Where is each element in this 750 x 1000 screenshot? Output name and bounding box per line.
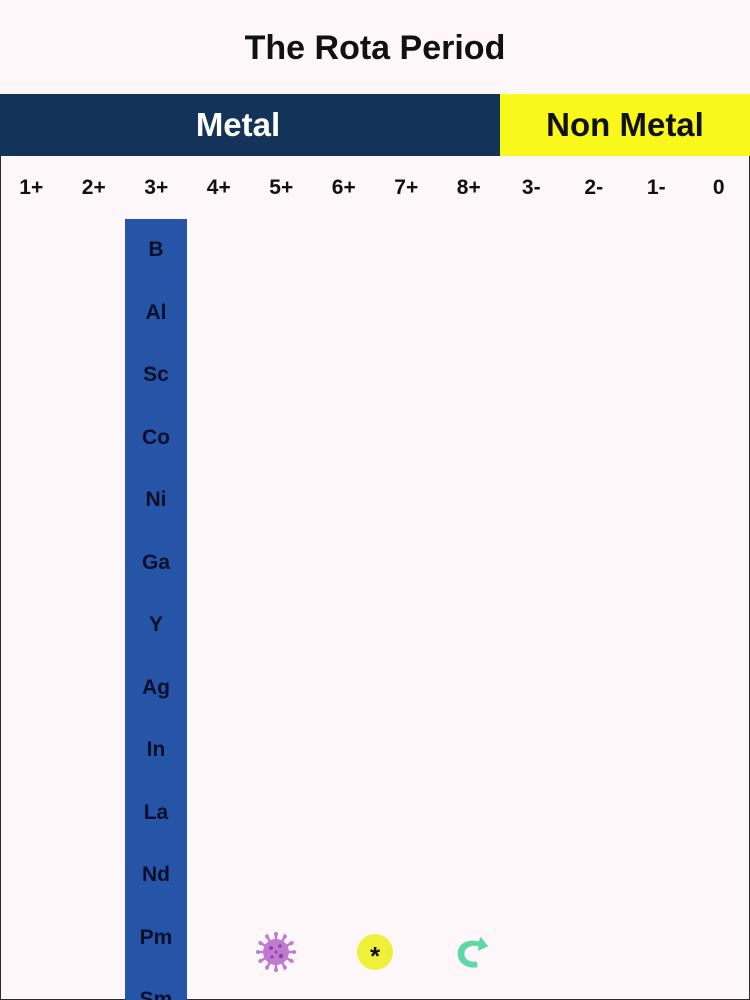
charge-label: 3+ — [144, 176, 169, 199]
category-metal-label: Metal — [195, 106, 281, 143]
virus-icon — [256, 932, 296, 972]
charge-label: 5+ — [269, 176, 294, 199]
category-nonmetal-label: Non Metal — [546, 106, 704, 143]
element-cell[interactable]: Ni — [145, 488, 167, 512]
element-cell[interactable]: B — [148, 238, 164, 262]
category-nonmetal: Non Metal — [500, 94, 750, 156]
charge-label: 4+ — [206, 176, 231, 199]
virus-tool[interactable] — [256, 932, 296, 972]
arrow-icon — [457, 936, 489, 968]
element-cell[interactable]: Y — [148, 613, 163, 637]
element-cell[interactable]: In — [146, 738, 166, 762]
charge-label: 8+ — [456, 176, 481, 199]
element-column-3plus: B Al Sc Co Ni Ga Y Ag In La Nd Pm Sm — [125, 219, 187, 1000]
charge-label: 0 — [712, 176, 725, 199]
title-bar: The Rota Period — [0, 0, 750, 94]
element-cell[interactable]: Nd — [142, 863, 170, 887]
charge-label: 3- — [521, 176, 541, 199]
element-cell[interactable]: Sc — [143, 363, 169, 387]
charge-row: 1+ 2+ 3+ 4+ 5+ 6+ 7+ 8+ 3- 2- 1- 0 — [0, 160, 750, 216]
charge-label: 1- — [646, 176, 666, 199]
element-cell[interactable]: Pm — [139, 925, 173, 949]
element-cell[interactable]: Co — [142, 425, 170, 449]
category-bar: Metal Non Metal — [0, 94, 750, 156]
page-title: The Rota Period — [244, 28, 506, 67]
element-cell[interactable]: Sm — [139, 988, 173, 1000]
charge-label: 7+ — [394, 176, 419, 199]
arrow-tool[interactable] — [452, 932, 492, 972]
charge-label: 2+ — [81, 176, 106, 199]
element-cell[interactable]: La — [143, 800, 169, 824]
charge-label: 2- — [584, 176, 604, 199]
element-cell[interactable]: Ag — [142, 675, 170, 699]
star-icon: * — [357, 934, 393, 970]
charge-label: 6+ — [331, 176, 356, 199]
element-cell[interactable]: Ga — [141, 550, 170, 574]
charge-label: 1+ — [19, 176, 44, 199]
element-cell[interactable]: Al — [145, 300, 167, 324]
star-tool[interactable]: * — [355, 932, 395, 972]
category-metal: Metal — [0, 94, 500, 156]
